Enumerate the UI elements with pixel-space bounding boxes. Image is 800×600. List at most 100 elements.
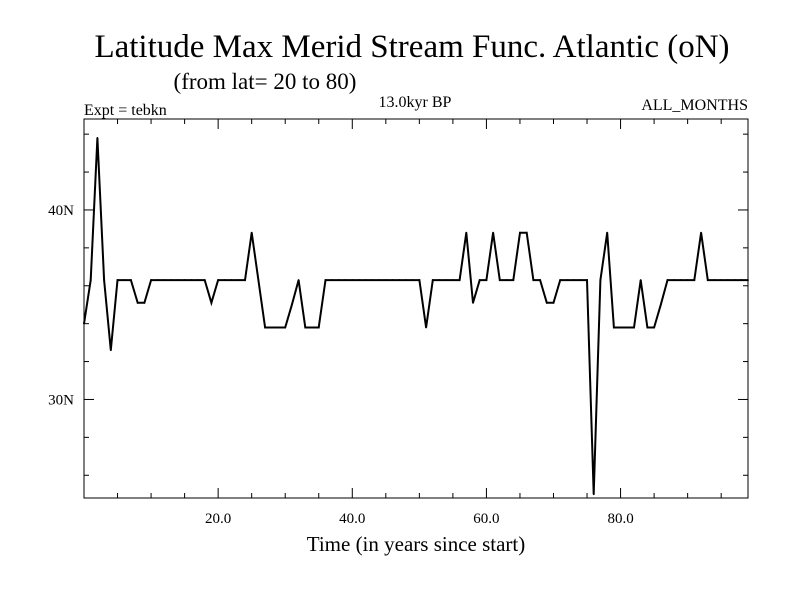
data-point [686, 279, 689, 281]
data-point [700, 231, 702, 234]
data-point [539, 279, 541, 281]
data-point [425, 326, 427, 329]
data-point [284, 326, 287, 329]
data-point [619, 326, 622, 329]
data-point [592, 493, 595, 496]
data-point [485, 279, 488, 281]
data-point [250, 231, 253, 234]
data-point [492, 231, 495, 234]
data-point [210, 301, 213, 304]
x-axis-tick-labels: 20.0 40.0 60.0 80.0 [205, 511, 634, 527]
data-point [545, 301, 548, 304]
x-tick-label: 40.0 [339, 511, 365, 527]
data-point [197, 279, 199, 281]
plot-frame [83, 118, 749, 499]
y-axis-ticks [84, 133, 748, 476]
data-point [203, 279, 206, 281]
data-point [163, 279, 166, 281]
data-point [653, 326, 656, 329]
y-axis-tick-labels: 30N 40N [48, 203, 74, 408]
data-point [304, 326, 307, 329]
data-point [156, 279, 159, 281]
data-point [472, 301, 474, 304]
data-point [405, 279, 407, 281]
data-point [498, 279, 501, 281]
data-point [331, 279, 334, 281]
data-point [666, 279, 669, 281]
data-point [747, 279, 749, 281]
data-point [713, 279, 716, 281]
data-point [552, 301, 555, 304]
data-point [740, 279, 743, 281]
data-point [257, 279, 260, 281]
data-point [720, 279, 723, 281]
data-point [237, 279, 240, 281]
series-layer [83, 137, 749, 496]
data-point [230, 279, 233, 281]
data-point [270, 326, 273, 329]
x-axis-label: Time (in years since start) [307, 532, 526, 556]
data-point [150, 279, 152, 281]
data-point [183, 279, 186, 281]
data-point [532, 279, 535, 281]
data-point [371, 279, 374, 281]
data-point [291, 303, 293, 306]
data-point [130, 279, 132, 281]
series-line [83, 137, 748, 495]
data-point [378, 279, 381, 281]
data-point [673, 279, 676, 281]
data-point [351, 279, 354, 281]
data-point [680, 279, 682, 281]
y-tick-label: 40N [48, 203, 74, 219]
data-point [391, 279, 394, 281]
data-point [103, 279, 106, 281]
y-tick-label: 30N [48, 392, 74, 408]
data-point [566, 279, 568, 281]
x-axis-ticks [117, 119, 722, 498]
data-point [190, 279, 193, 281]
data-point [96, 137, 99, 139]
data-point [324, 279, 327, 281]
data-point [431, 279, 434, 281]
data-point [633, 326, 635, 329]
data-point [706, 279, 709, 281]
data-point [384, 279, 387, 281]
data-point [451, 279, 454, 281]
months-label: ALL_MONTHS [641, 97, 748, 114]
data-point [646, 326, 649, 329]
data-point [612, 326, 615, 329]
data-point [176, 279, 179, 281]
data-point [693, 279, 696, 281]
data-point [726, 279, 729, 281]
data-point [244, 279, 246, 281]
period-label: 13.0kyr BP [379, 94, 452, 111]
data-point [89, 279, 92, 281]
data-point [311, 326, 313, 329]
data-point [398, 279, 401, 281]
data-point [358, 279, 360, 281]
data-point [364, 279, 367, 281]
data-point [579, 279, 582, 281]
data-point [478, 279, 481, 281]
data-point [599, 279, 602, 281]
data-point [136, 301, 139, 304]
data-point [411, 279, 414, 281]
data-point [297, 279, 300, 281]
data-point [606, 231, 609, 234]
data-point [264, 326, 266, 329]
data-point [512, 279, 515, 281]
data-point [519, 231, 521, 234]
data-point [445, 279, 448, 281]
data-point [83, 322, 85, 325]
data-point [337, 279, 340, 281]
chart-title: Latitude Max Merid Stream Func. Atlantic… [94, 29, 729, 65]
x-tick-label: 20.0 [205, 511, 231, 527]
data-point [317, 326, 320, 329]
data-point [659, 303, 662, 306]
data-point [626, 326, 629, 329]
x-tick-label: 60.0 [473, 511, 499, 527]
data-point [418, 279, 421, 281]
data-point [458, 279, 461, 281]
x-tick-label: 80.0 [607, 511, 633, 527]
data-point [465, 231, 468, 234]
